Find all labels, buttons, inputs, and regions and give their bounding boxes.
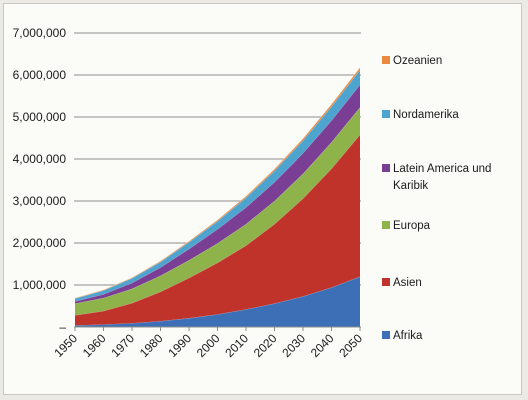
x-tick-label: 2010 <box>222 331 251 360</box>
x-tick-label: 1990 <box>165 331 194 360</box>
y-tick-label: – <box>59 320 66 334</box>
y-tick-label: 7,000,000 <box>13 26 67 40</box>
x-tick-label: 1950 <box>51 331 80 360</box>
y-tick-label: 4,000,000 <box>13 152 67 166</box>
legend-swatch <box>382 164 390 172</box>
y-tick-label: 2,000,000 <box>13 236 67 250</box>
chart-svg: – 1,000,000 2,000,000 3,000,000 4,000,000 5,0… <box>13 26 492 360</box>
legend-swatch <box>382 278 390 286</box>
area-series-afrika <box>75 276 360 327</box>
x-tick-label: 2040 <box>308 331 337 360</box>
legend-label: Afrika <box>393 330 423 342</box>
legend-label: Ozeanien <box>393 55 442 67</box>
x-tick-label: 2030 <box>279 331 308 360</box>
legend-label: Karibik <box>393 180 428 192</box>
legend-item: Latein America und Karibik <box>382 163 491 192</box>
legend-item: Europa <box>382 220 431 232</box>
x-tick-label: 1970 <box>108 331 137 360</box>
y-tick-label: 6,000,000 <box>13 68 67 82</box>
legend-label: Nordamerika <box>393 109 459 121</box>
legend-label: Asien <box>393 277 422 289</box>
legend-swatch <box>382 56 390 64</box>
area-series-edge <box>74 67 361 299</box>
legend-label: Europa <box>393 220 431 232</box>
legend-item: Afrika <box>382 330 423 342</box>
area-layer <box>74 67 361 327</box>
x-tick-label: 1980 <box>137 331 166 360</box>
legend: Ozeanien Nordamerika Latein America und Kar… <box>382 55 491 342</box>
area-series-asien <box>75 134 360 326</box>
legend-swatch <box>382 331 390 339</box>
y-tick-label: 3,000,000 <box>13 194 67 208</box>
x-tick-label: 2000 <box>194 331 223 360</box>
legend-item: Nordamerika <box>382 109 459 121</box>
x-tick-label: 1960 <box>80 331 109 360</box>
legend-label: Latein America und <box>393 163 491 175</box>
legend-swatch <box>382 221 390 229</box>
y-tick-label: 5,000,000 <box>13 110 67 124</box>
legend-item: Asien <box>382 277 422 289</box>
x-tick-label: 2020 <box>251 331 280 360</box>
legend-item: Ozeanien <box>382 55 442 67</box>
chart-frame: – 1,000,000 2,000,000 3,000,000 4,000,000 5,0… <box>3 3 522 395</box>
y-tick-label: 1,000,000 <box>13 278 67 292</box>
grid-layer <box>74 32 361 286</box>
legend-swatch <box>382 110 390 118</box>
x-tick-label: 2050 <box>336 331 365 360</box>
